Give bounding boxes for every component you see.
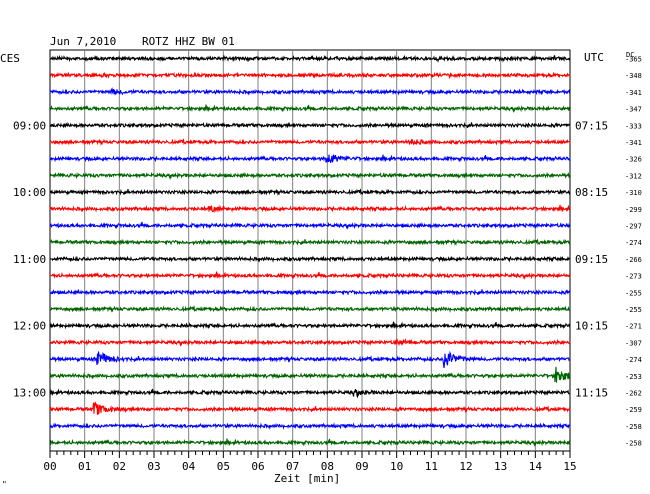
- x-axis-label: Zeit [min]: [274, 472, 340, 485]
- dc-offset-label: -253: [625, 373, 642, 381]
- trace-row: [49, 87, 571, 96]
- right-time-label: 08:15: [575, 186, 608, 199]
- dc-label: DC: [626, 51, 634, 59]
- trace-row: [49, 121, 571, 129]
- dc-offset-label: -347: [625, 106, 642, 114]
- trace-row: [49, 288, 571, 296]
- trace-row: [49, 221, 571, 230]
- x-tick-label: 02: [113, 460, 126, 473]
- dc-offset-label: -341: [625, 139, 642, 147]
- trace-row: [49, 321, 571, 330]
- x-tick-label: 03: [147, 460, 160, 473]
- dc-offset-label: -312: [625, 172, 642, 180]
- right-time-label: 11:15: [575, 387, 608, 400]
- trace-row: [49, 350, 571, 368]
- plot-frame: [49, 49, 571, 452]
- left-timezone-label: CES: [0, 52, 20, 65]
- dc-offset-label: -259: [625, 406, 642, 414]
- right-time-label: 07:15: [575, 119, 608, 132]
- x-tick-label: 06: [251, 460, 264, 473]
- trace-row: [49, 366, 571, 383]
- x-tick-label: 12: [459, 460, 472, 473]
- trace-row: [49, 138, 571, 146]
- x-tick-label: 09: [355, 460, 368, 473]
- dc-offset-label: -258: [625, 423, 642, 431]
- x-tick-label: 01: [78, 460, 91, 473]
- dc-offset-label: -333: [625, 122, 642, 130]
- x-tick-label: 04: [182, 460, 196, 473]
- dc-offset-label: -255: [625, 306, 642, 314]
- x-tick-label: 05: [217, 460, 230, 473]
- dc-offset-label: -274: [625, 239, 642, 247]
- x-tick-label: 15: [563, 460, 576, 473]
- dc-offset-label: -307: [625, 339, 642, 347]
- grid: [49, 49, 571, 452]
- dc-offset-label: -255: [625, 289, 642, 297]
- x-tick-label: 13: [494, 460, 507, 473]
- dc-offset-label: -326: [625, 156, 642, 164]
- x-tick-label: 07: [286, 460, 299, 473]
- dc-offset-label: -348: [625, 72, 642, 80]
- dc-offset-label: -273: [625, 273, 642, 281]
- left-time-label: 12:00: [13, 320, 46, 333]
- right-timezone-label: UTC: [584, 51, 604, 64]
- right-time-label: 09:15: [575, 253, 608, 266]
- trace-row: [49, 54, 571, 63]
- dc-offset-label: -258: [625, 440, 642, 448]
- dc-offset-label: -365: [625, 56, 642, 64]
- trace-row: [49, 337, 571, 347]
- x-axis: 00 01 02 03 04 05 06 07 08 09 10 11 12 13 14 15: [43, 451, 577, 473]
- x-tick-label: 14: [529, 460, 543, 473]
- header-date: Jun 7,2010: [50, 35, 116, 48]
- trace-row: [49, 422, 571, 430]
- x-tick-label: 10: [390, 460, 403, 473]
- trace-row: [49, 238, 571, 246]
- trace-row: [49, 204, 571, 214]
- seismic-traces: [49, 54, 571, 448]
- x-tick-label: 08: [321, 460, 334, 473]
- trace-row: [49, 401, 571, 415]
- left-time-label: 10:00: [13, 186, 46, 199]
- right-time-label: 10:15: [575, 320, 608, 333]
- x-tick-label: 00: [43, 460, 56, 473]
- trace-row: [49, 271, 571, 281]
- x-tick-label: 11: [425, 460, 438, 473]
- row-labels: -365 -348 -341 -347 -333 -341 -326 -312 -310 -299…: [13, 56, 642, 448]
- dc-offset-label: -262: [625, 390, 642, 398]
- left-time-label: 13:00: [13, 387, 46, 400]
- trace-row: [49, 171, 571, 180]
- trace-row: [49, 255, 571, 263]
- left-time-label: 09:00: [13, 119, 46, 132]
- left-time-label: 11:00: [13, 253, 46, 266]
- header-station: ROTZ HHZ BW 01: [142, 35, 235, 48]
- dc-offset-label: -310: [625, 189, 642, 197]
- trace-row: [49, 154, 571, 164]
- dc-offset-label: -266: [625, 256, 642, 264]
- trace-row: [49, 438, 571, 448]
- dc-offset-label: -341: [625, 89, 642, 97]
- dc-offset-label: -297: [625, 223, 642, 231]
- trace-row: [49, 388, 571, 399]
- dc-offset-label: -271: [625, 323, 642, 331]
- trace-row: [49, 188, 571, 196]
- trace-row: [49, 305, 571, 313]
- trace-row: [49, 104, 571, 114]
- dc-offset-label: -299: [625, 206, 642, 214]
- corner-mark: ": [2, 480, 7, 489]
- dc-offset-label: -274: [625, 356, 642, 364]
- trace-row: [49, 71, 571, 80]
